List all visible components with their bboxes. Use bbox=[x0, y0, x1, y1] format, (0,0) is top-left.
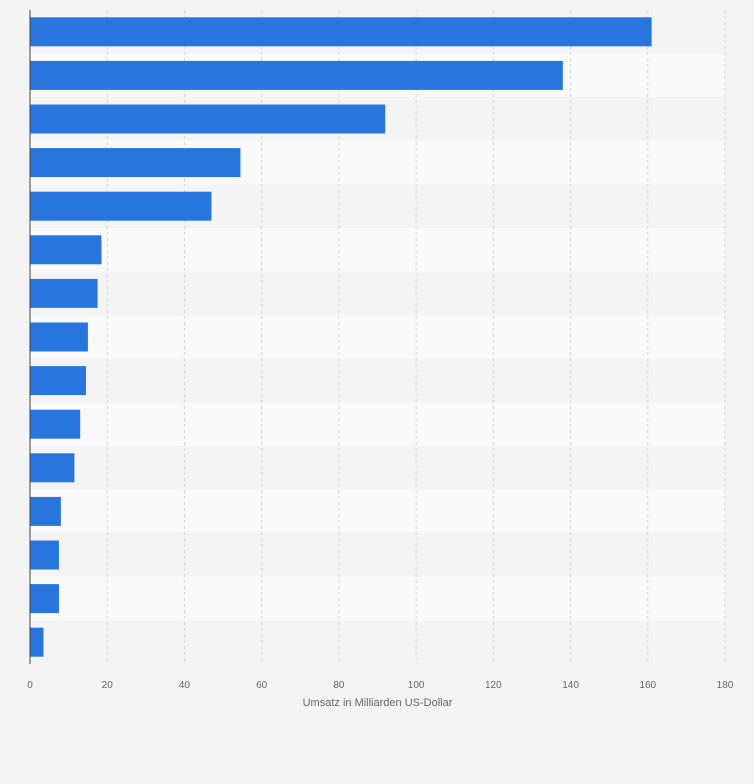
bar[interactable] bbox=[30, 496, 61, 526]
bar[interactable] bbox=[30, 17, 652, 47]
row-band bbox=[30, 315, 725, 359]
bar[interactable] bbox=[30, 235, 102, 265]
bars bbox=[30, 17, 652, 657]
row-band bbox=[30, 358, 725, 403]
row-band bbox=[30, 402, 725, 446]
row-band bbox=[30, 228, 725, 272]
bar[interactable] bbox=[30, 278, 98, 308]
bar[interactable] bbox=[30, 409, 81, 439]
row-band bbox=[30, 446, 725, 490]
x-tick-labels: 0 20 40 60 80 100 120 140 160 180 bbox=[27, 680, 734, 691]
x-tick-label: 100 bbox=[408, 680, 425, 691]
x-axis-label: Umsatz in Milliarden US-Dollar bbox=[303, 697, 453, 709]
bar[interactable] bbox=[30, 453, 75, 483]
x-tick-label: 60 bbox=[256, 680, 268, 691]
bar[interactable] bbox=[30, 60, 563, 90]
row-band bbox=[30, 489, 725, 534]
row-band bbox=[30, 533, 725, 577]
x-tick-label: 140 bbox=[562, 680, 579, 691]
bar[interactable] bbox=[30, 366, 86, 396]
bar[interactable] bbox=[30, 322, 88, 352]
x-tick-label: 120 bbox=[485, 680, 502, 691]
x-tick-label: 0 bbox=[27, 680, 33, 691]
x-tick-label: 80 bbox=[333, 680, 345, 691]
row-band bbox=[30, 576, 725, 621]
bar[interactable] bbox=[30, 627, 44, 657]
x-tick-label: 40 bbox=[179, 680, 191, 691]
bar[interactable] bbox=[30, 584, 59, 614]
x-tick-label: 160 bbox=[639, 680, 656, 691]
x-tick-label: 20 bbox=[102, 680, 114, 691]
row-band bbox=[30, 271, 725, 316]
bar[interactable] bbox=[30, 191, 212, 221]
bar[interactable] bbox=[30, 148, 241, 178]
bar[interactable] bbox=[30, 540, 59, 570]
x-tick-label: 180 bbox=[717, 680, 734, 691]
row-band bbox=[30, 620, 725, 664]
bar[interactable] bbox=[30, 104, 386, 134]
